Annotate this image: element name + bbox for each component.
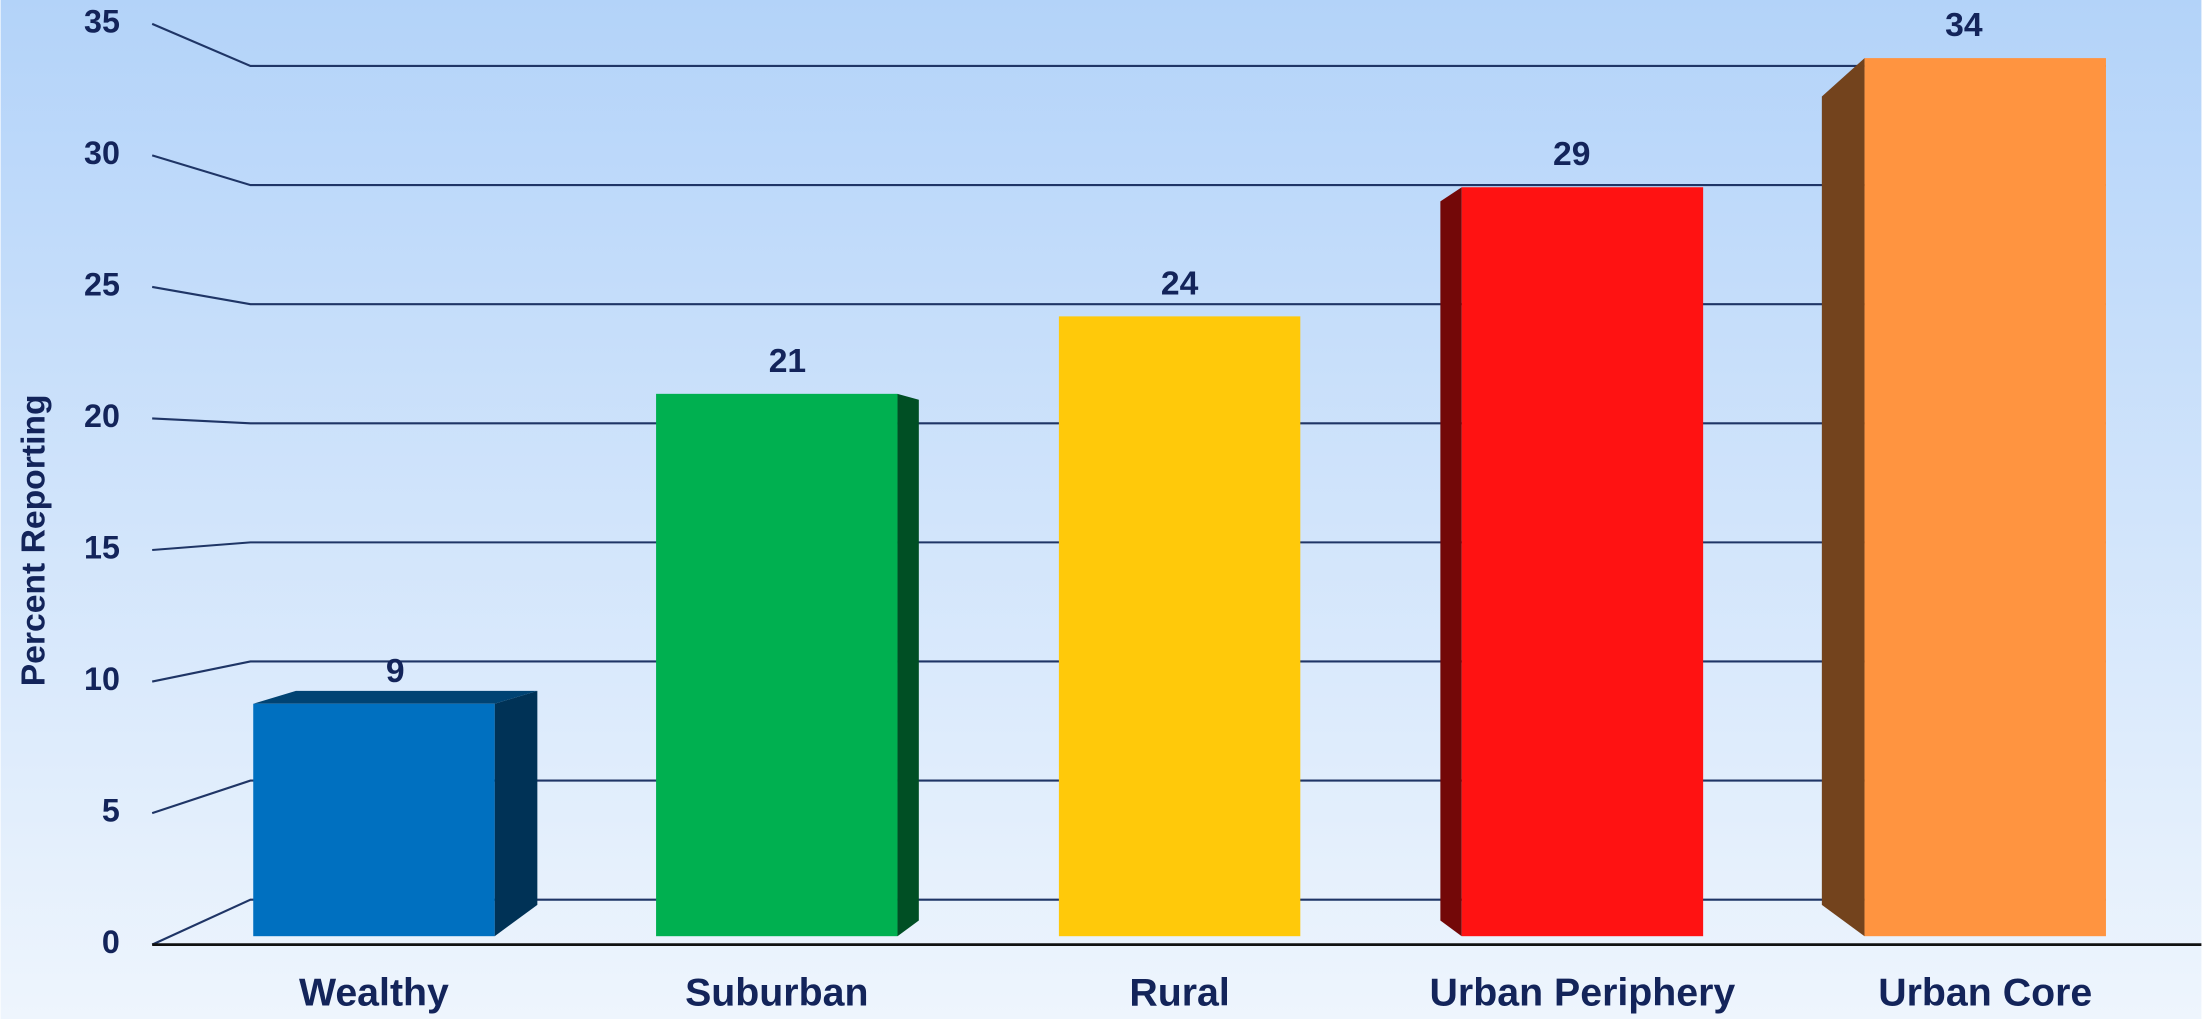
y-tick-label: 25 (84, 266, 120, 302)
y-tick-label: 30 (84, 135, 120, 171)
data-label: 34 (1945, 7, 1983, 44)
bar-side (897, 393, 919, 937)
data-label: 21 (769, 343, 806, 380)
grid-line (151, 154, 2106, 187)
x-tick-label: Wealthy (299, 971, 449, 1015)
bar (253, 703, 495, 937)
data-label: 24 (1161, 265, 1199, 302)
x-tick-label: Rural (1129, 971, 1229, 1015)
y-tick-label: 10 (84, 661, 120, 697)
bar (1864, 58, 2106, 937)
y-tick-label: 15 (84, 530, 120, 566)
data-label: 29 (1553, 136, 1590, 173)
bar-side (1440, 187, 1462, 937)
y-axis-label: Percent Reporting (16, 394, 53, 686)
bar-side (494, 690, 538, 937)
bar (1058, 316, 1301, 937)
y-tick-label: 5 (102, 793, 120, 829)
y-tick-label: 35 (84, 3, 120, 39)
bar (1461, 187, 1704, 937)
data-label: 9 (386, 653, 405, 690)
bar-side (1821, 58, 1865, 937)
x-tick-label: Urban Core (1878, 971, 2092, 1015)
bar (656, 393, 898, 937)
x-tick-label: Suburban (685, 971, 868, 1015)
y-tick-label: 0 (102, 924, 120, 960)
y-tick-label: 20 (84, 398, 120, 434)
bar-top (253, 690, 538, 704)
grid-line (151, 22, 2106, 68)
x-tick-label: Urban Periphery (1430, 971, 1736, 1015)
